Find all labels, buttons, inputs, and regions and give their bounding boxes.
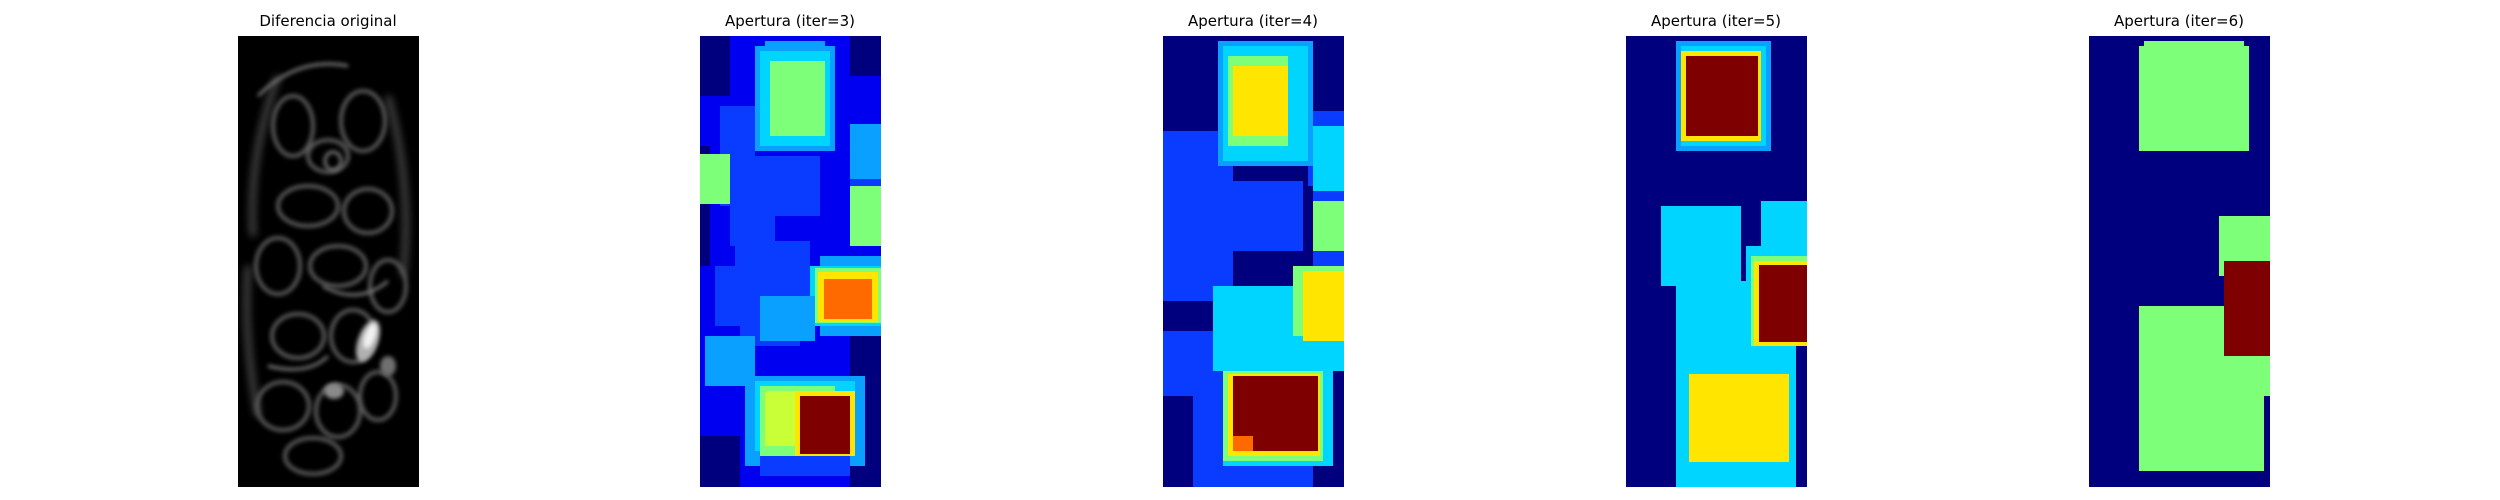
- panel-title-iter5: Apertura (iter=5): [1651, 12, 1781, 30]
- panel-title-iter3: Apertura (iter=3): [725, 12, 855, 30]
- panel-title-iter6: Apertura (iter=6): [2114, 12, 2244, 30]
- image-opening-iter5: [1626, 36, 1807, 487]
- panel-title-iter4: Apertura (iter=4): [1188, 12, 1318, 30]
- image-original-difference: [238, 36, 419, 487]
- panel-title-original: Diferencia original: [259, 12, 397, 30]
- image-opening-iter6: [2089, 36, 2270, 487]
- image-opening-iter3: [700, 36, 881, 487]
- image-opening-iter4: [1163, 36, 1344, 487]
